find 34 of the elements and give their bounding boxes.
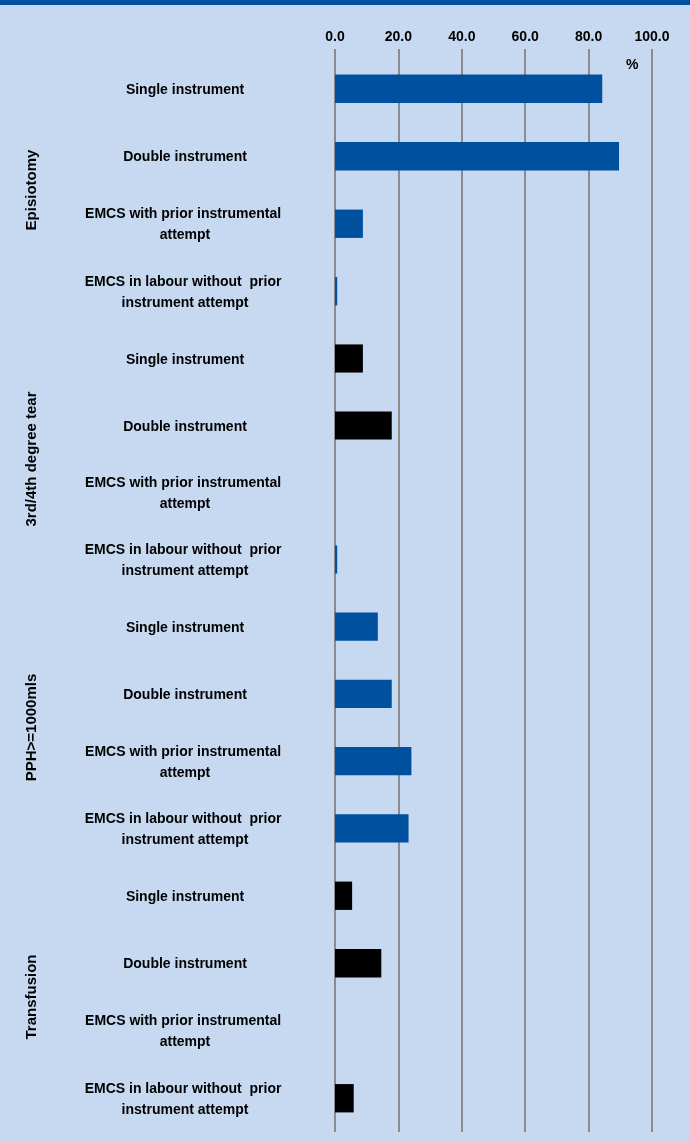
y-tick-label: EMCS in labour without prior instrument attempt xyxy=(84,272,286,310)
text: PPH>=1000mls xyxy=(21,673,39,782)
y-tick-label: Double instrument xyxy=(123,955,248,972)
y-tick-label: Double instrument xyxy=(123,417,248,434)
x-tick-label: 20.0 xyxy=(384,28,413,44)
bar xyxy=(335,142,620,171)
y-tick-label: EMCS with prior instrumental attempt xyxy=(85,205,285,243)
bar xyxy=(335,679,392,708)
y-tick-label: EMCS in labour without prior instrument attempt xyxy=(84,1079,286,1117)
bar xyxy=(335,209,363,238)
text: 3rd/4th degree tear xyxy=(21,391,39,527)
y-tick-label: Single instrument xyxy=(125,80,245,97)
y-tick-label: Double instrument xyxy=(123,148,248,165)
bar xyxy=(335,747,412,776)
text: Transfusion xyxy=(21,954,39,1040)
y-tick-label: Single instrument xyxy=(125,887,245,904)
x-tick-label: 60.0 xyxy=(511,28,540,44)
x-tick-label: 80.0 xyxy=(574,28,603,44)
y-tick-label: EMCS with prior instrumental attempt xyxy=(85,742,285,780)
x-tick-label: 100.0 xyxy=(634,28,670,44)
x-tick-label: 0.0 xyxy=(325,28,345,44)
y-tick-label: Double instrument xyxy=(123,685,248,702)
bar xyxy=(335,814,409,843)
y-tick-label: EMCS in labour without prior instrument attempt xyxy=(84,541,286,578)
y-tick-label: Single instrument xyxy=(125,350,245,367)
bar xyxy=(335,74,603,103)
y-tick-label: EMCS with prior instrumental attempt xyxy=(85,474,285,511)
text: Episiotomy xyxy=(21,148,39,231)
y-tick-label: Single instrument xyxy=(125,618,245,635)
x-tick-label: 40.0 xyxy=(448,28,476,44)
y-tick-label: EMCS with prior instrumental attempt xyxy=(85,1012,285,1050)
x-axis-title: % xyxy=(626,56,639,72)
bar xyxy=(335,612,378,641)
y-tick-label: EMCS in labour without prior instrument attempt xyxy=(84,809,286,847)
